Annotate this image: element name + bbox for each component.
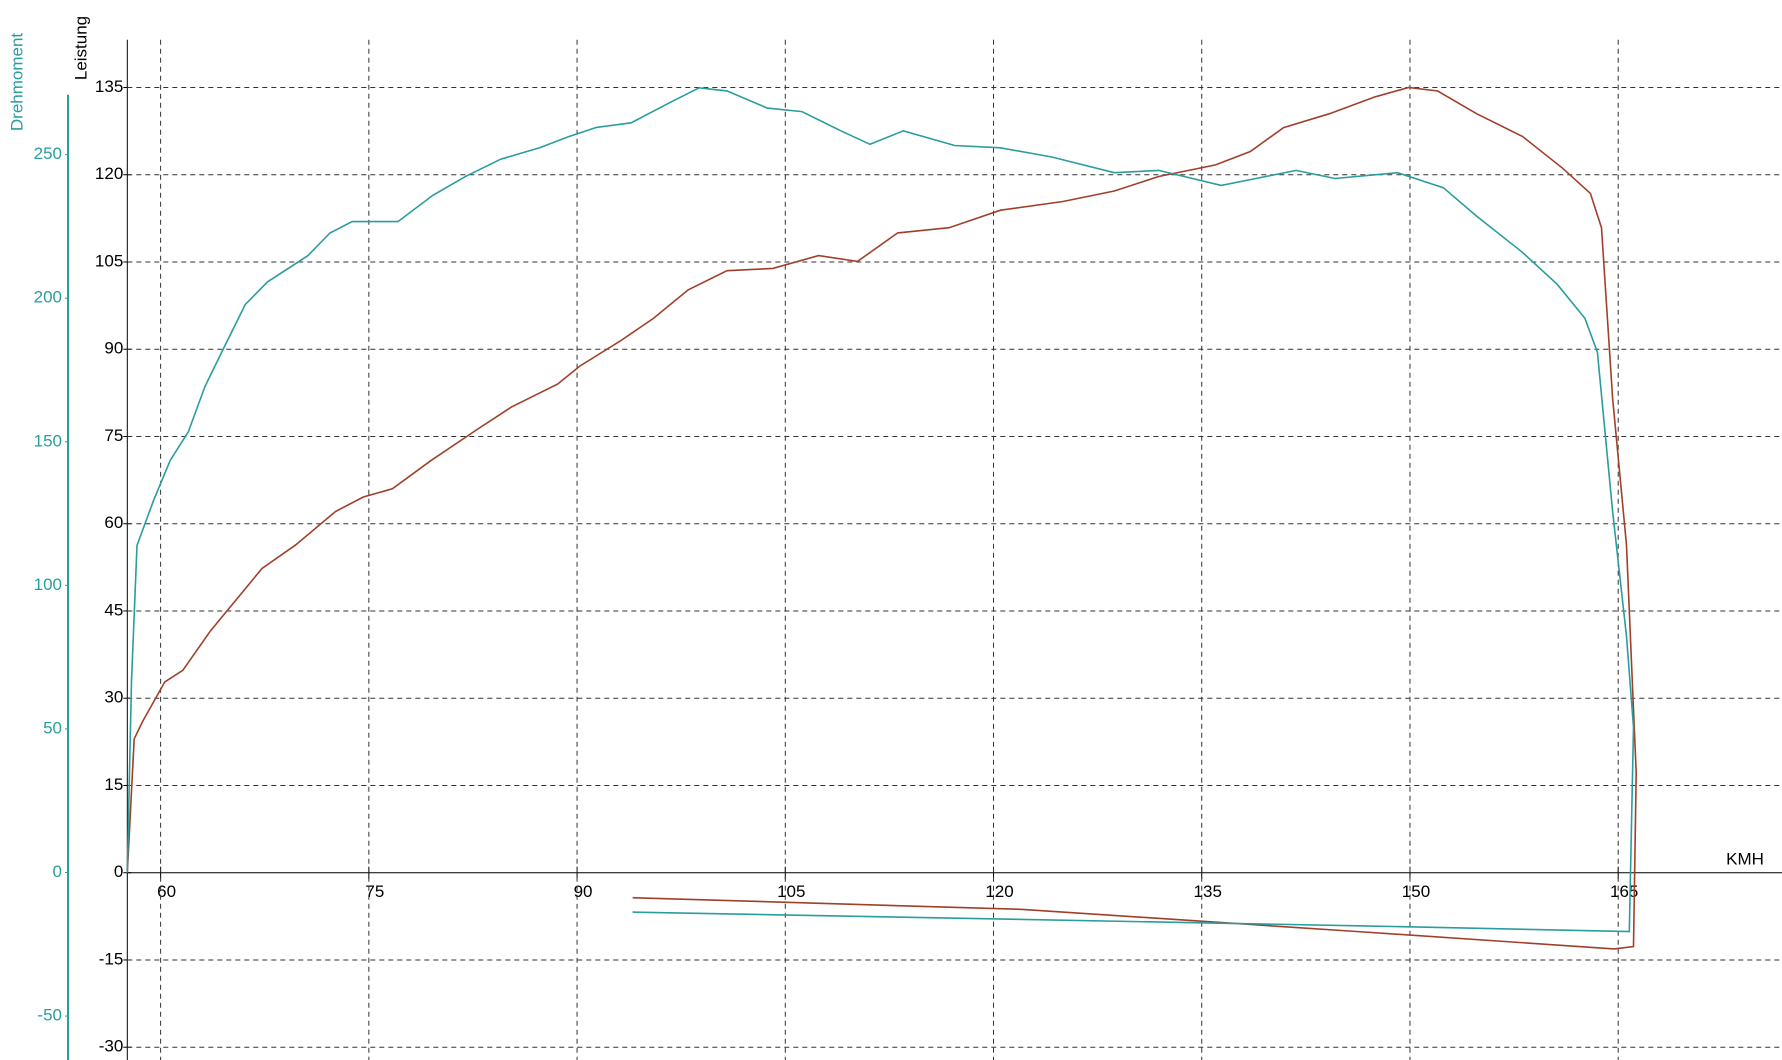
x-tick-label: 150 [1402,882,1430,901]
y-tick-label: 45 [104,600,123,619]
y-tick-label: 120 [95,164,123,183]
x-tick-label: 120 [985,882,1013,901]
y-tick-label: 60 [104,513,123,532]
x-tick-label: 60 [157,882,176,901]
y2-tick-label: 100 [34,575,62,594]
y-tick-label: -15 [99,949,124,968]
y2-tick-label: -50 [37,1006,62,1025]
x-tick-label: 105 [777,882,805,901]
y-tick-label: -30 [99,1037,124,1056]
series-line [126,86,1635,933]
y-tick-label: 90 [104,339,123,358]
x-tick-label: 165 [1610,882,1638,901]
y-tick-label: 105 [95,251,123,270]
y2-tick-label: 50 [43,718,62,737]
y-tick-label: 15 [104,775,123,794]
y2-tick-label: 150 [34,431,62,450]
y-axis-label: Leistung [71,16,90,80]
y-tick-label: 30 [104,688,123,707]
y2-axis-label: Drehmoment [7,33,26,132]
x-axis-label: KMH [1726,849,1764,868]
y-tick-label: 135 [95,77,123,96]
series-line [126,86,1638,950]
y-tick-label: 0 [114,862,123,881]
y2-tick-label: 250 [34,144,62,163]
x-tick-label: 135 [1194,882,1222,901]
x-tick-label: 90 [574,882,593,901]
x-tick-label: 75 [365,882,384,901]
y2-tick-label: 200 [34,288,62,307]
y2-tick-label: 0 [53,862,62,881]
y-tick-label: 75 [104,426,123,445]
